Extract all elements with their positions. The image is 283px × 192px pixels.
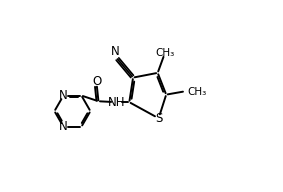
Text: CH₃: CH₃ — [155, 48, 174, 58]
Text: N: N — [110, 45, 119, 58]
Text: O: O — [92, 75, 101, 88]
Text: N: N — [59, 120, 68, 133]
Text: N: N — [59, 89, 68, 102]
Text: S: S — [155, 112, 162, 125]
Text: NH: NH — [108, 96, 125, 109]
Text: CH₃: CH₃ — [188, 87, 207, 97]
